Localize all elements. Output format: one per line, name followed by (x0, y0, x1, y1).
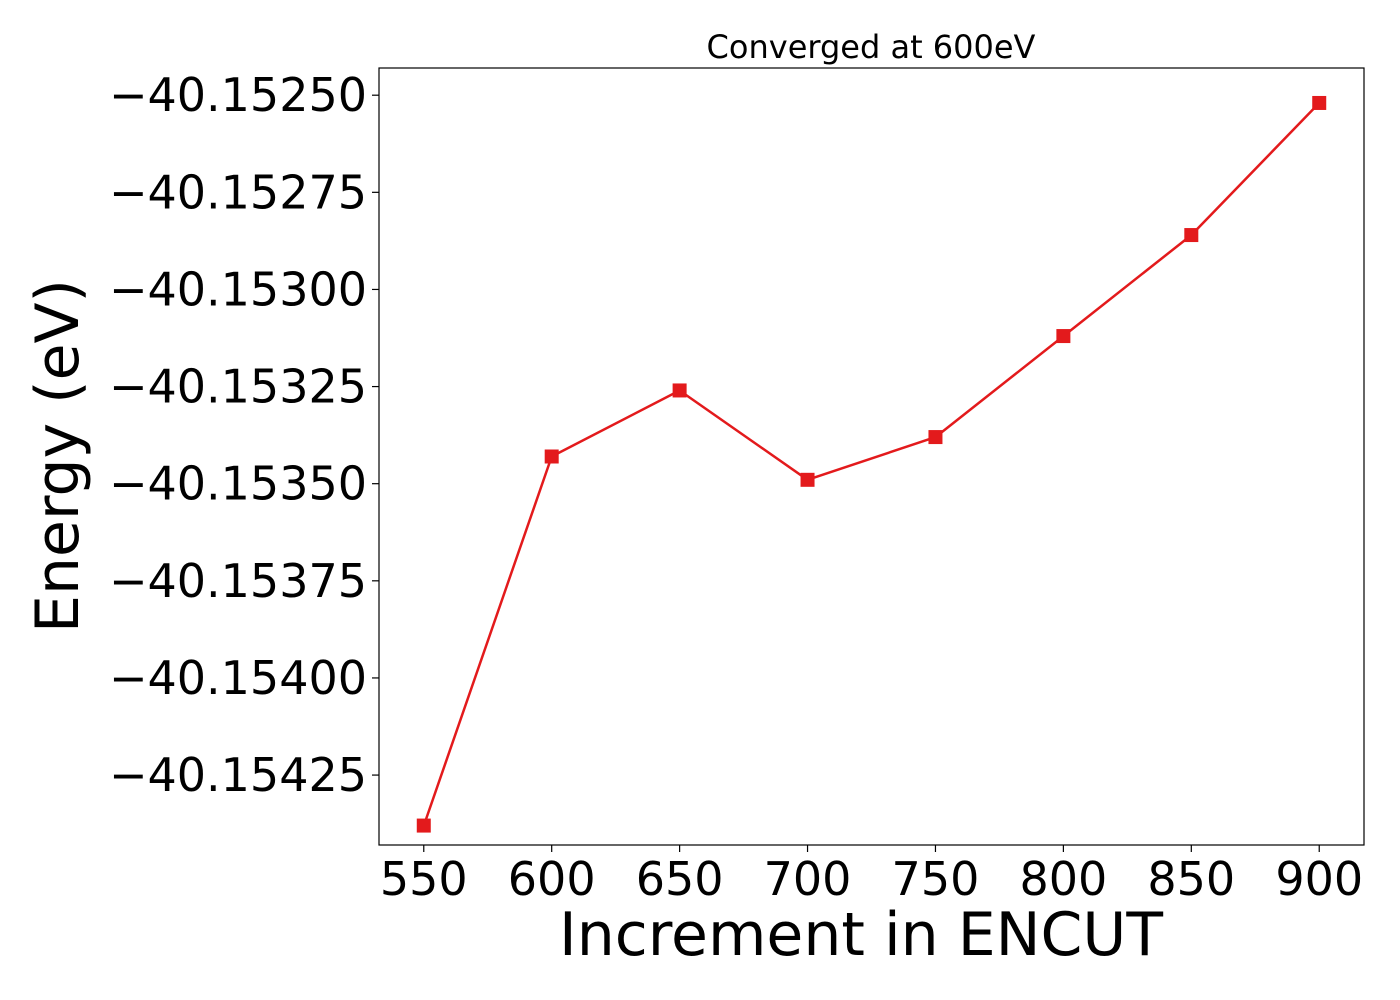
series-layer (416, 95, 1327, 833)
x-tick-label: 800 (1019, 852, 1107, 906)
data-point-marker (1312, 95, 1327, 110)
x-tick-label: 750 (892, 852, 980, 906)
x-tick-label: 700 (764, 852, 852, 906)
data-point-marker (1184, 228, 1199, 243)
y-tick-label: −40.15375 (109, 554, 367, 608)
y-tick-label: −40.15300 (109, 262, 367, 316)
x-tick-label: 550 (380, 852, 468, 906)
y-tick-label: −40.15325 (109, 360, 367, 414)
x-axis-label: Increment in ENCUT (559, 900, 1163, 970)
plot-area-frame (378, 67, 1365, 846)
y-axis-label: Energy (eV) (23, 279, 93, 633)
y-tick-label: −40.15400 (109, 651, 367, 705)
series-line (422, 102, 1321, 827)
axis-ticks: 550 600 650 700 750 800 850 900 −40.15250 −40.152… (109, 68, 1363, 906)
data-point-marker (928, 430, 943, 445)
data-point-marker (800, 472, 815, 487)
y-tick-label: −40.15425 (109, 748, 367, 802)
x-tick-label: 850 (1147, 852, 1235, 906)
data-point-marker (1056, 329, 1071, 344)
y-tick-label: −40.15275 (109, 165, 367, 219)
x-tick-label: 650 (636, 852, 724, 906)
y-tick-label: −40.15350 (109, 457, 367, 511)
y-tick-label: −40.15250 (109, 68, 367, 122)
x-tick-label: 900 (1275, 852, 1363, 906)
data-point-marker (416, 818, 431, 833)
x-tick-label: 600 (508, 852, 596, 906)
chart-title: Converged at 600eV (707, 28, 1036, 66)
data-point-marker (544, 449, 559, 464)
data-point-marker (672, 383, 687, 398)
